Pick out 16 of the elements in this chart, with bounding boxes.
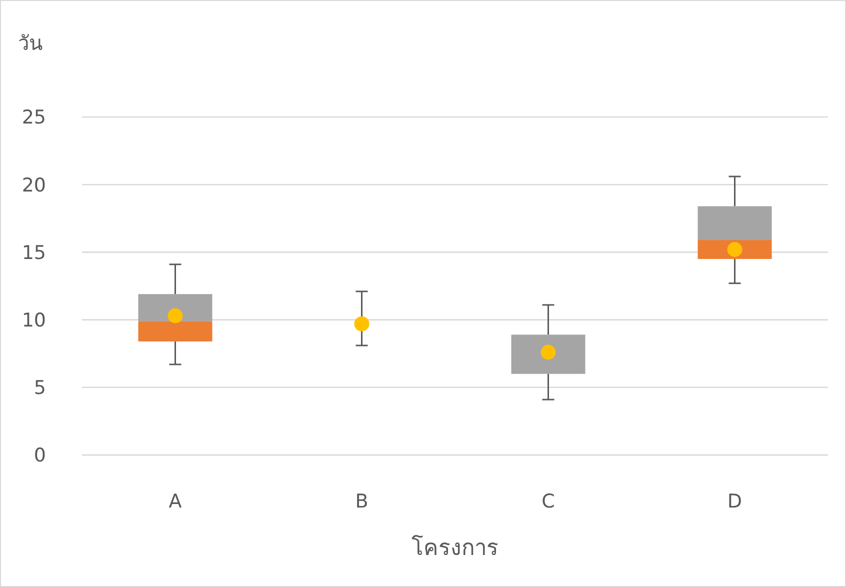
point — [354, 316, 370, 332]
point — [727, 242, 742, 257]
y-tick-label: 25 — [22, 106, 46, 129]
x-axis-title: โครงการ — [412, 535, 498, 561]
x-tick-label: A — [168, 490, 182, 513]
x-tick-label: B — [355, 490, 368, 513]
y-tick-label: 20 — [22, 174, 46, 196]
y-axis-title: วัน — [18, 31, 43, 55]
point — [168, 308, 183, 324]
x-tick-label: C — [542, 490, 555, 513]
x-tick-label: D — [727, 490, 742, 513]
y-tick-label: 15 — [22, 242, 46, 264]
y-tick-label: 10 — [22, 309, 46, 332]
y-tick-label: 5 — [34, 377, 46, 400]
point — [540, 344, 556, 360]
y-tick-label: 0 — [34, 444, 46, 467]
